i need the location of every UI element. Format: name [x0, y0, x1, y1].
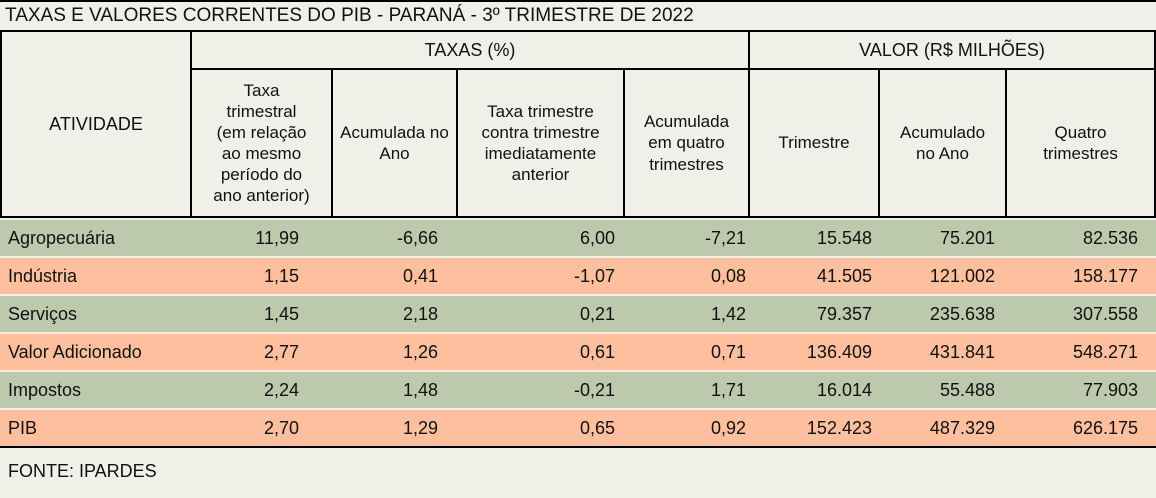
value-cell: 0,71 [625, 332, 750, 370]
value-cell: 1,48 [333, 370, 458, 408]
value-cell: 6,00 [458, 218, 625, 256]
activity-cell: PIB [0, 408, 192, 446]
value-cell: 2,18 [333, 294, 458, 332]
value-cell: 1,42 [625, 294, 750, 332]
page-title: TAXAS E VALORES CORRENTES DO PIB - PARAN… [5, 5, 694, 26]
value-cell: -7,21 [625, 218, 750, 256]
bottom-divider [0, 446, 1156, 448]
value-cell: 0,61 [458, 332, 625, 370]
value-cell: 0,65 [458, 408, 625, 446]
value-cell: 82.536 [1007, 218, 1156, 256]
value-cell: 626.175 [1007, 408, 1156, 446]
table-header: ATIVIDADE TAXAS (%) VALOR (R$ MILHÕES) T… [0, 30, 1156, 218]
value-cell: 0,08 [625, 256, 750, 294]
value-cell: 2,77 [192, 332, 333, 370]
value-cell: 235.638 [880, 294, 1007, 332]
table-row-industria: Indústria 1,15 0,41 -1,07 0,08 41.505 121.002 1… [0, 256, 1156, 294]
value-cell: 55.488 [880, 370, 1007, 408]
table-row-valor-adicionado: Valor Adicionado 2,77 1,26 0,61 0,71 136.409 4… [0, 332, 1156, 370]
value-cell: 1,15 [192, 256, 333, 294]
column-header-taxa-trimestre-contra: Taxa trimestre contra trimestre imediata… [458, 70, 625, 218]
value-cell: -0,21 [458, 370, 625, 408]
activity-cell: Indústria [0, 256, 192, 294]
activity-cell: Valor Adicionado [0, 332, 192, 370]
activity-cell: Impostos [0, 370, 192, 408]
sub-header-row: Taxa trimestral (em relação ao mesmo per… [0, 70, 1156, 218]
column-header-acumulada-no-ano: Acumulada no Ano [333, 70, 458, 218]
gdp-table: ATIVIDADE TAXAS (%) VALOR (R$ MILHÕES) T… [0, 30, 1156, 446]
table-body: Agropecuária 11,99 -6,66 6,00 -7,21 15.548 75.… [0, 218, 1156, 446]
value-cell: 2,24 [192, 370, 333, 408]
value-cell: 0,41 [333, 256, 458, 294]
column-header-acumulado-no-ano: Acumulado no Ano [880, 70, 1007, 218]
value-cell: 77.903 [1007, 370, 1156, 408]
group-header-valor: VALOR (R$ MILHÕES) [750, 30, 1156, 70]
value-cell: 1,45 [192, 294, 333, 332]
value-cell: 79.357 [750, 294, 880, 332]
value-cell: 158.177 [1007, 256, 1156, 294]
table-row-agropecuaria: Agropecuária 11,99 -6,66 6,00 -7,21 15.548 75.… [0, 218, 1156, 256]
value-cell: 41.505 [750, 256, 880, 294]
table-row-impostos: Impostos 2,24 1,48 -0,21 1,71 16.014 55.488 77.… [0, 370, 1156, 408]
value-cell: 1,29 [333, 408, 458, 446]
value-cell: 431.841 [880, 332, 1007, 370]
value-cell: 2,70 [192, 408, 333, 446]
value-cell: -6,66 [333, 218, 458, 256]
value-cell: 0,92 [625, 408, 750, 446]
value-cell: 11,99 [192, 218, 333, 256]
activity-cell: Serviços [0, 294, 192, 332]
column-header-trimestre: Trimestre [750, 70, 880, 218]
source-note: FONTE: IPARDES [8, 461, 157, 481]
column-header-quatro-trimestres: Quatro trimestres [1007, 70, 1156, 218]
value-cell: 1,71 [625, 370, 750, 408]
value-cell: 307.558 [1007, 294, 1156, 332]
value-cell: 136.409 [750, 332, 880, 370]
value-cell: 75.201 [880, 218, 1007, 256]
group-header-taxas: TAXAS (%) [192, 30, 750, 70]
activity-cell: Agropecuária [0, 218, 192, 256]
top-divider [0, 0, 1156, 2]
value-cell: 548.271 [1007, 332, 1156, 370]
value-cell: 152.423 [750, 408, 880, 446]
column-header-atividade: ATIVIDADE [0, 30, 192, 218]
value-cell: 16.014 [750, 370, 880, 408]
table-row-pib: PIB 2,70 1,29 0,65 0,92 152.423 487.329 626.175 [0, 408, 1156, 446]
column-header-acumulada-quatro-trim: Acumulada em quatro trimestres [625, 70, 750, 218]
value-cell: 121.002 [880, 256, 1007, 294]
value-cell: 1,26 [333, 332, 458, 370]
value-cell: 0,21 [458, 294, 625, 332]
column-header-taxa-trimestral: Taxa trimestral (em relação ao mesmo per… [192, 70, 333, 218]
value-cell: -1,07 [458, 256, 625, 294]
table-row-servicos: Serviços 1,45 2,18 0,21 1,42 79.357 235.638 307… [0, 294, 1156, 332]
value-cell: 487.329 [880, 408, 1007, 446]
value-cell: 15.548 [750, 218, 880, 256]
group-header-row: ATIVIDADE TAXAS (%) VALOR (R$ MILHÕES) [0, 30, 1156, 218]
